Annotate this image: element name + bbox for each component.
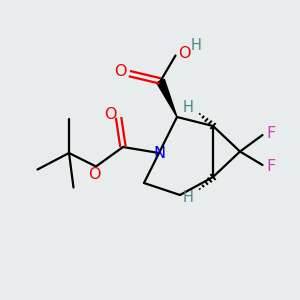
Text: H: H — [183, 190, 194, 205]
Text: F: F — [266, 159, 275, 174]
Text: O: O — [178, 46, 190, 62]
Text: O: O — [88, 167, 101, 182]
Text: H: H — [191, 38, 202, 52]
Text: N: N — [153, 146, 165, 160]
Text: O: O — [104, 106, 116, 122]
Text: F: F — [266, 126, 275, 141]
Text: O: O — [114, 64, 127, 80]
Polygon shape — [157, 79, 177, 117]
Text: H: H — [183, 100, 194, 115]
